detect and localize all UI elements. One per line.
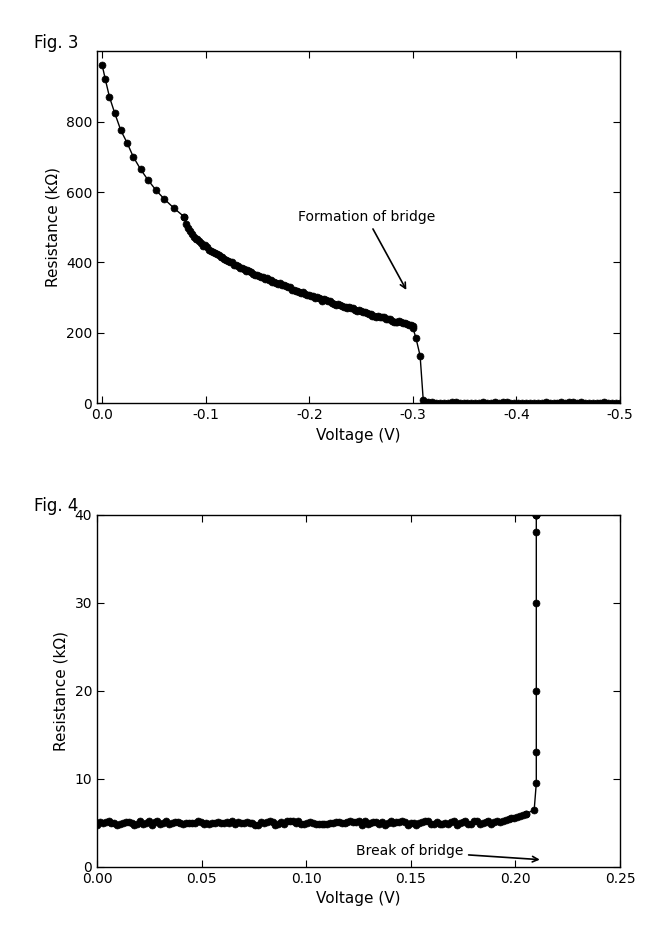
Text: Fig. 3: Fig. 3: [34, 34, 79, 52]
Text: Formation of bridge: Formation of bridge: [297, 210, 435, 288]
Y-axis label: Resistance (kΩ): Resistance (kΩ): [54, 630, 69, 751]
Y-axis label: Resistance (kΩ): Resistance (kΩ): [46, 167, 60, 287]
X-axis label: Voltage (V): Voltage (V): [316, 428, 401, 442]
Text: Fig. 4: Fig. 4: [34, 497, 78, 515]
Text: Break of bridge: Break of bridge: [356, 844, 538, 862]
X-axis label: Voltage (V): Voltage (V): [316, 891, 401, 906]
